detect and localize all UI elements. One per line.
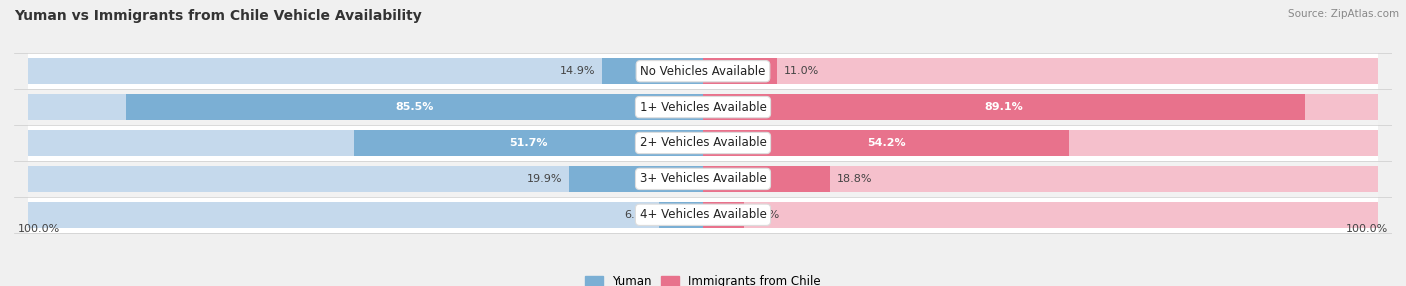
Text: 1+ Vehicles Available: 1+ Vehicles Available [640, 101, 766, 114]
Text: 19.9%: 19.9% [526, 174, 562, 184]
Bar [28, 58, 703, 84]
Text: 85.5%: 85.5% [395, 102, 433, 112]
Bar [703, 58, 1378, 84]
Text: 54.2%: 54.2% [866, 138, 905, 148]
Bar [28, 94, 703, 120]
Bar [703, 202, 1378, 228]
Bar [703, 58, 778, 84]
Bar [28, 130, 703, 156]
Text: 100.0%: 100.0% [17, 224, 59, 234]
Text: 6.5%: 6.5% [624, 210, 652, 220]
Bar [602, 58, 703, 84]
Text: 3+ Vehicles Available: 3+ Vehicles Available [640, 172, 766, 185]
Text: Source: ZipAtlas.com: Source: ZipAtlas.com [1288, 9, 1399, 19]
Text: Yuman vs Immigrants from Chile Vehicle Availability: Yuman vs Immigrants from Chile Vehicle A… [14, 9, 422, 23]
Bar [703, 166, 1378, 192]
Bar [125, 94, 703, 120]
Bar [703, 202, 744, 228]
Text: 4+ Vehicles Available: 4+ Vehicles Available [640, 208, 766, 221]
Bar [703, 130, 1378, 156]
Bar [703, 130, 1069, 156]
Bar [28, 125, 1378, 161]
Bar [28, 89, 1378, 125]
Bar [703, 166, 830, 192]
Bar [28, 53, 1378, 89]
Text: 51.7%: 51.7% [509, 138, 548, 148]
Text: 18.8%: 18.8% [837, 174, 872, 184]
Bar [28, 197, 1378, 233]
Bar [568, 166, 703, 192]
Bar [659, 202, 703, 228]
Text: 6.1%: 6.1% [751, 210, 779, 220]
Text: 11.0%: 11.0% [785, 66, 820, 76]
Text: No Vehicles Available: No Vehicles Available [640, 65, 766, 78]
Text: 100.0%: 100.0% [1347, 224, 1389, 234]
Bar [354, 130, 703, 156]
Text: 14.9%: 14.9% [560, 66, 596, 76]
Bar [28, 161, 1378, 197]
Bar [703, 94, 1305, 120]
Bar [703, 94, 1378, 120]
Text: 2+ Vehicles Available: 2+ Vehicles Available [640, 136, 766, 150]
Bar [28, 166, 703, 192]
Text: 89.1%: 89.1% [984, 102, 1024, 112]
Legend: Yuman, Immigrants from Chile: Yuman, Immigrants from Chile [581, 271, 825, 286]
Bar [28, 202, 703, 228]
